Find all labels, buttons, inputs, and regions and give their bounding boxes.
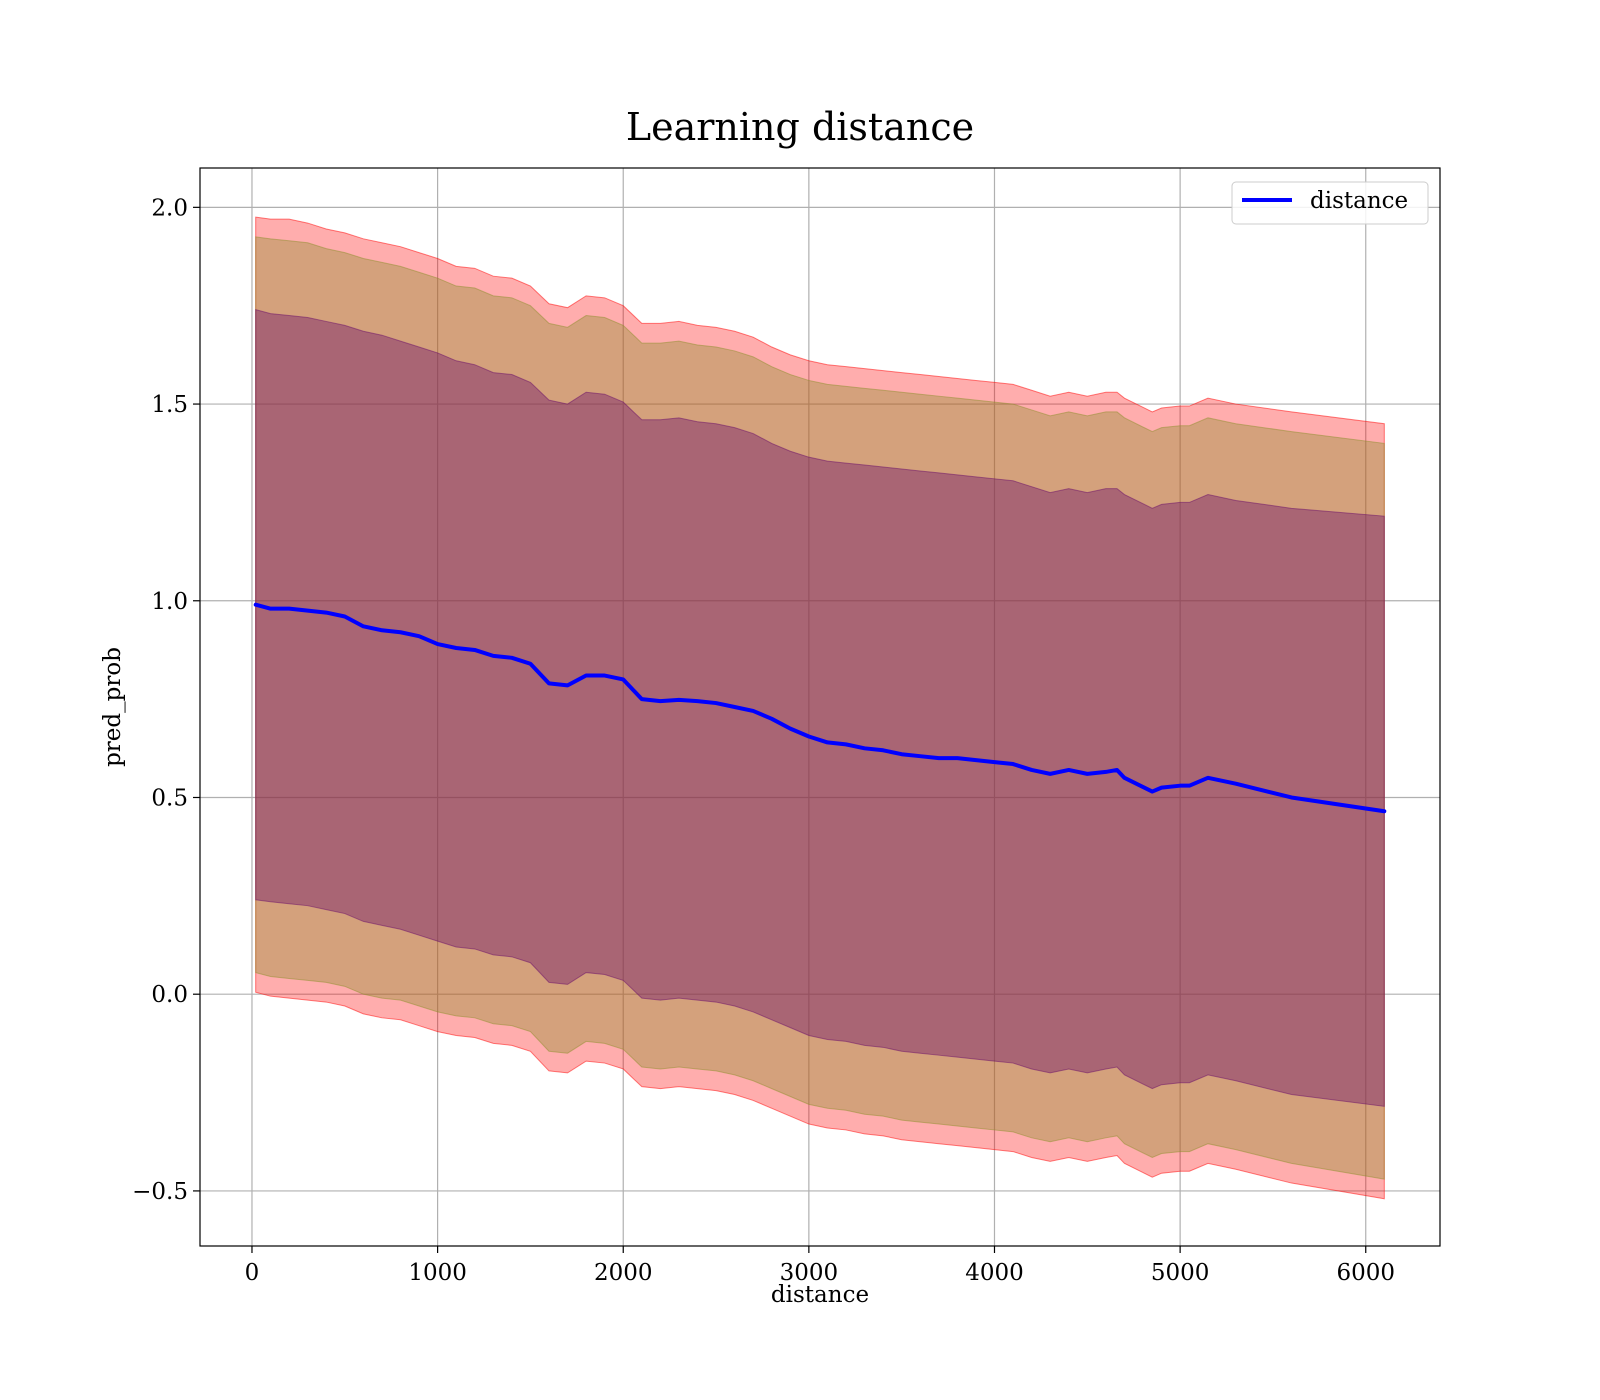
x-axis-ticks: 0 1000 2000 3000 4000 5000 6000 xyxy=(245,1246,1395,1286)
x-tick-label-2: 2000 xyxy=(594,1260,653,1286)
x-tick-label-4: 4000 xyxy=(965,1260,1024,1286)
y-tick-label-0: −0.5 xyxy=(132,1179,188,1205)
legend-label-distance: distance xyxy=(1310,188,1408,214)
x-tick-label-3: 3000 xyxy=(780,1260,839,1286)
confidence-bands xyxy=(255,216,1385,1200)
legend-box xyxy=(1231,181,1429,225)
x-tick-label-5: 5000 xyxy=(1151,1260,1210,1286)
y-tick-label-2: 0.5 xyxy=(151,785,188,811)
chart-title: Learning distance xyxy=(626,105,974,149)
confidence-band-1 xyxy=(255,236,1385,1180)
series-line-distance xyxy=(253,602,1387,814)
confidence-band-0 xyxy=(255,216,1385,1200)
confidence-band-2 xyxy=(255,308,1385,1107)
y-axis-label: pred_prob xyxy=(100,647,126,767)
x-tick-label-0: 0 xyxy=(245,1260,260,1286)
y-tick-label-4: 1.5 xyxy=(151,392,188,418)
y-axis-ticks: −0.5 0.0 0.5 1.0 1.5 2.0 xyxy=(132,195,200,1205)
series-lines xyxy=(253,602,1387,814)
plot-area-frame xyxy=(199,167,1441,1247)
x-tick-label-6: 6000 xyxy=(1336,1260,1395,1286)
x-axis-label: distance xyxy=(771,1282,869,1308)
y-tick-label-1: 0.0 xyxy=(151,982,188,1008)
legend: distance xyxy=(1231,181,1429,225)
x-tick-label-1: 1000 xyxy=(408,1260,467,1286)
y-tick-label-5: 2.0 xyxy=(151,195,188,221)
y-tick-label-3: 1.0 xyxy=(151,589,188,615)
